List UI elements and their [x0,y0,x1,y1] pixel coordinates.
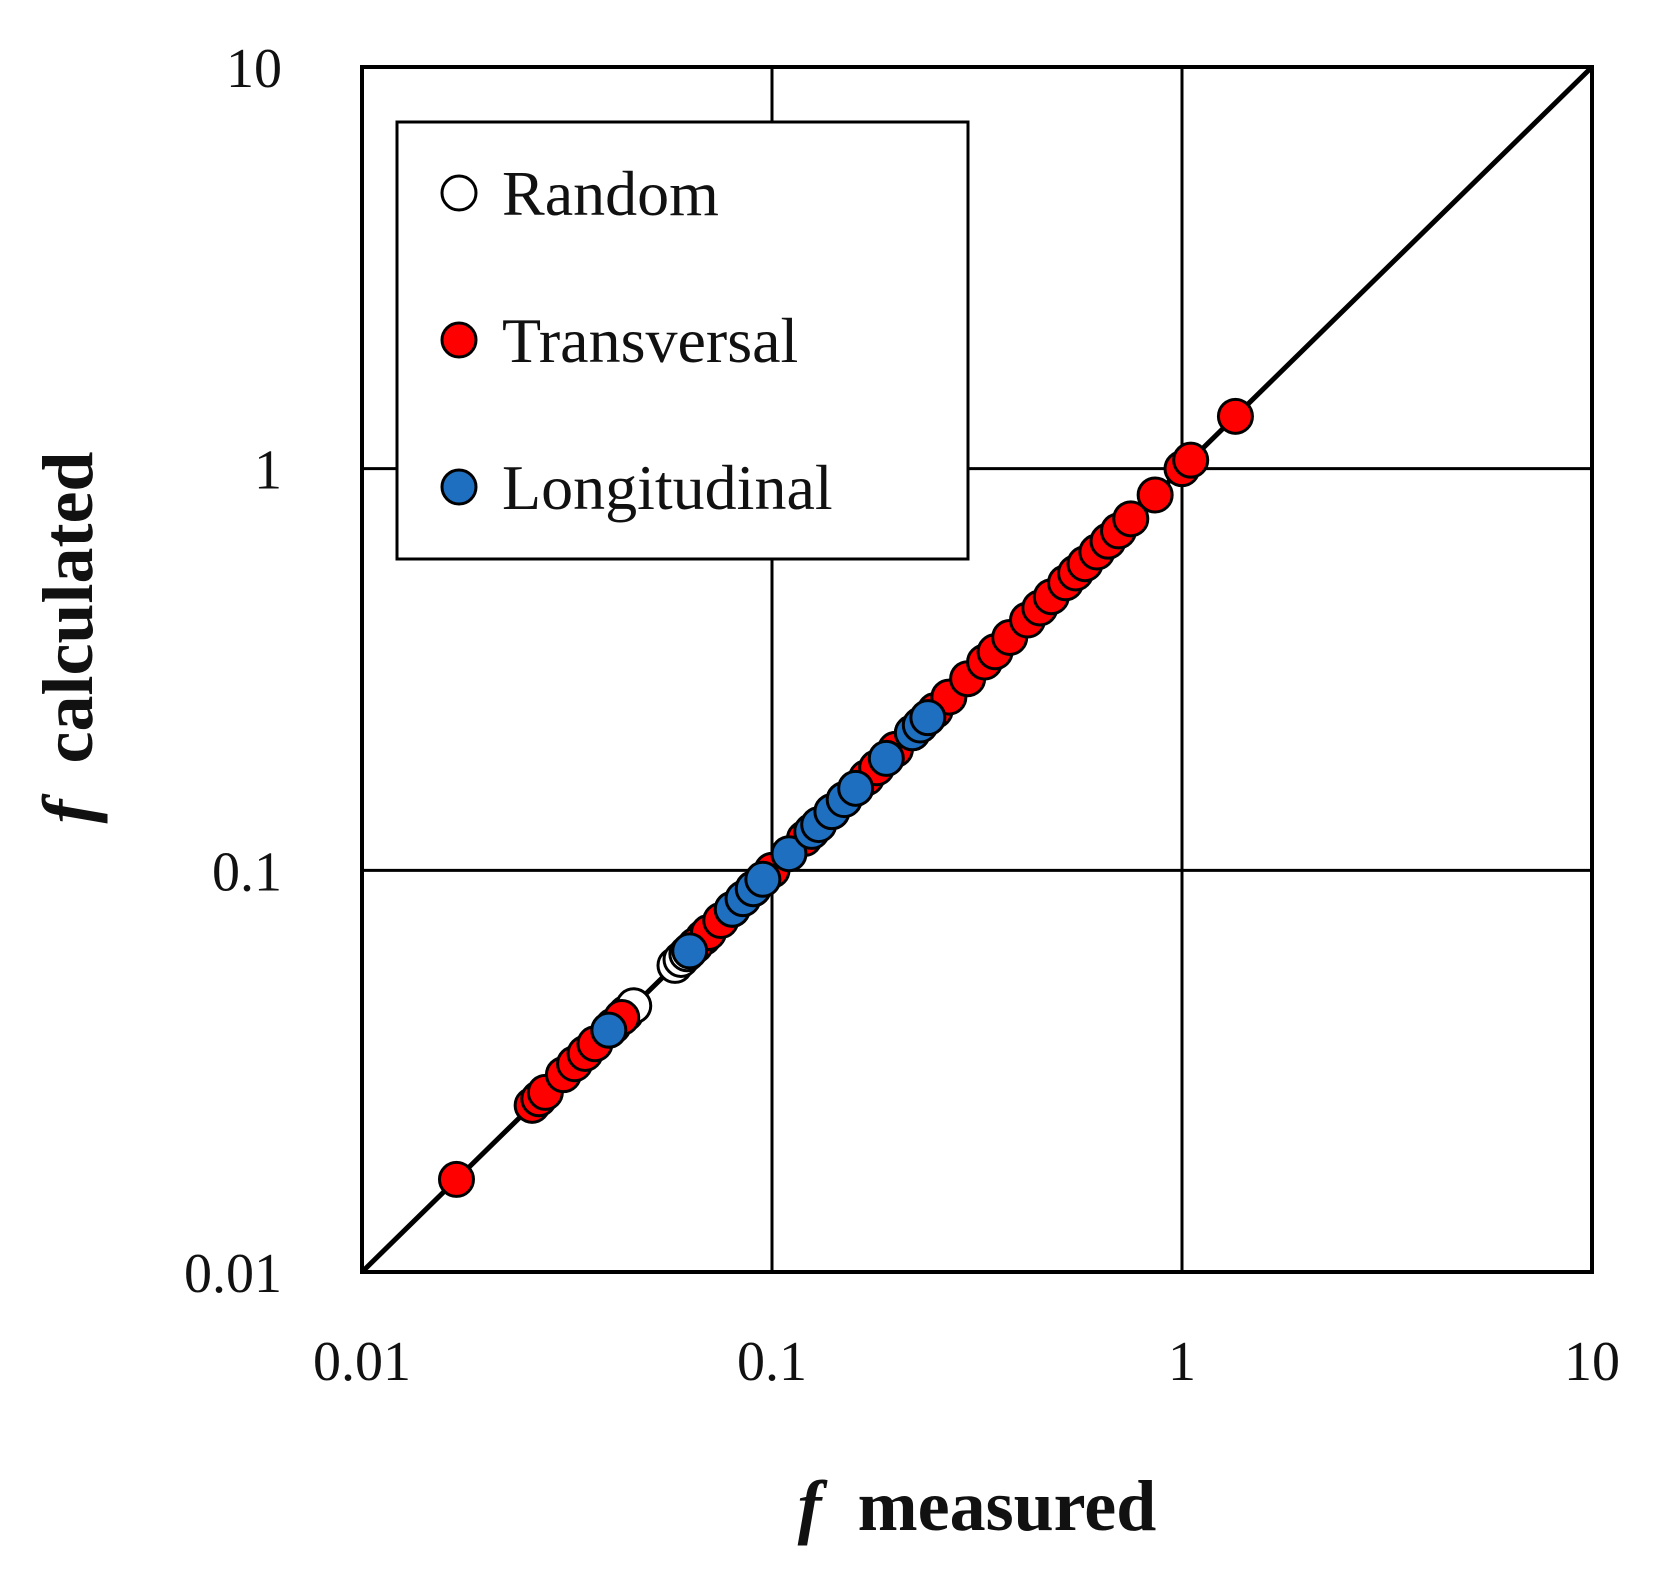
legend: Random Transversal Longitudinal [395,120,970,561]
y-axis-title: f calculated [28,452,108,824]
y-tick-label: 10 [226,38,282,100]
x-axis-ticks: 0.01 0.1 1 10 [313,1331,1620,1393]
plot-frame [360,65,1594,1274]
y-tick-label: 0.01 [184,1243,282,1305]
legend-marker-random [440,174,478,212]
point-transversal-0 [437,1160,475,1198]
legend-marker-transversal [440,321,478,359]
y-axis-ticks: 0.01 0.1 1 10 [184,38,282,1305]
point-transversal-39 [1112,500,1150,538]
legend-label-random: Random [502,158,719,229]
point-longitudinal-0 [590,1011,628,1049]
point-longitudinal-11 [837,769,875,807]
legend-marker-longitudinal [440,468,478,506]
x-axis-title-text: measured [858,1466,1157,1546]
point-longitudinal-6 [770,835,808,873]
y-axis-title-symbol: f [28,793,108,823]
point-transversal-43 [1216,397,1254,435]
y-tick-label: 1 [254,440,282,502]
legend-box [395,120,970,561]
y-tick-label: 0.1 [212,841,282,903]
x-axis-title-symbol: f [798,1466,828,1546]
point-transversal-40 [1136,476,1174,514]
x-tick-label: 0.01 [313,1331,411,1393]
x-tick-label: 1 [1168,1331,1196,1393]
x-tick-label: 0.1 [737,1331,807,1393]
x-tick-label: 10 [1564,1331,1620,1393]
point-longitudinal-12 [867,739,905,777]
point-longitudinal-5 [744,860,782,898]
point-longitudinal-1 [671,932,709,970]
x-axis-title: f measured [798,1466,1157,1546]
point-longitudinal-15 [909,699,947,737]
point-transversal-42 [1172,441,1210,479]
y-axis-title-text: calculated [28,452,108,764]
legend-entries: Random Transversal Longitudinal [440,158,833,523]
legend-label-longitudinal: Longitudinal [502,452,833,523]
data-points [437,397,1254,1198]
legend-label-transversal: Transversal [502,305,798,376]
